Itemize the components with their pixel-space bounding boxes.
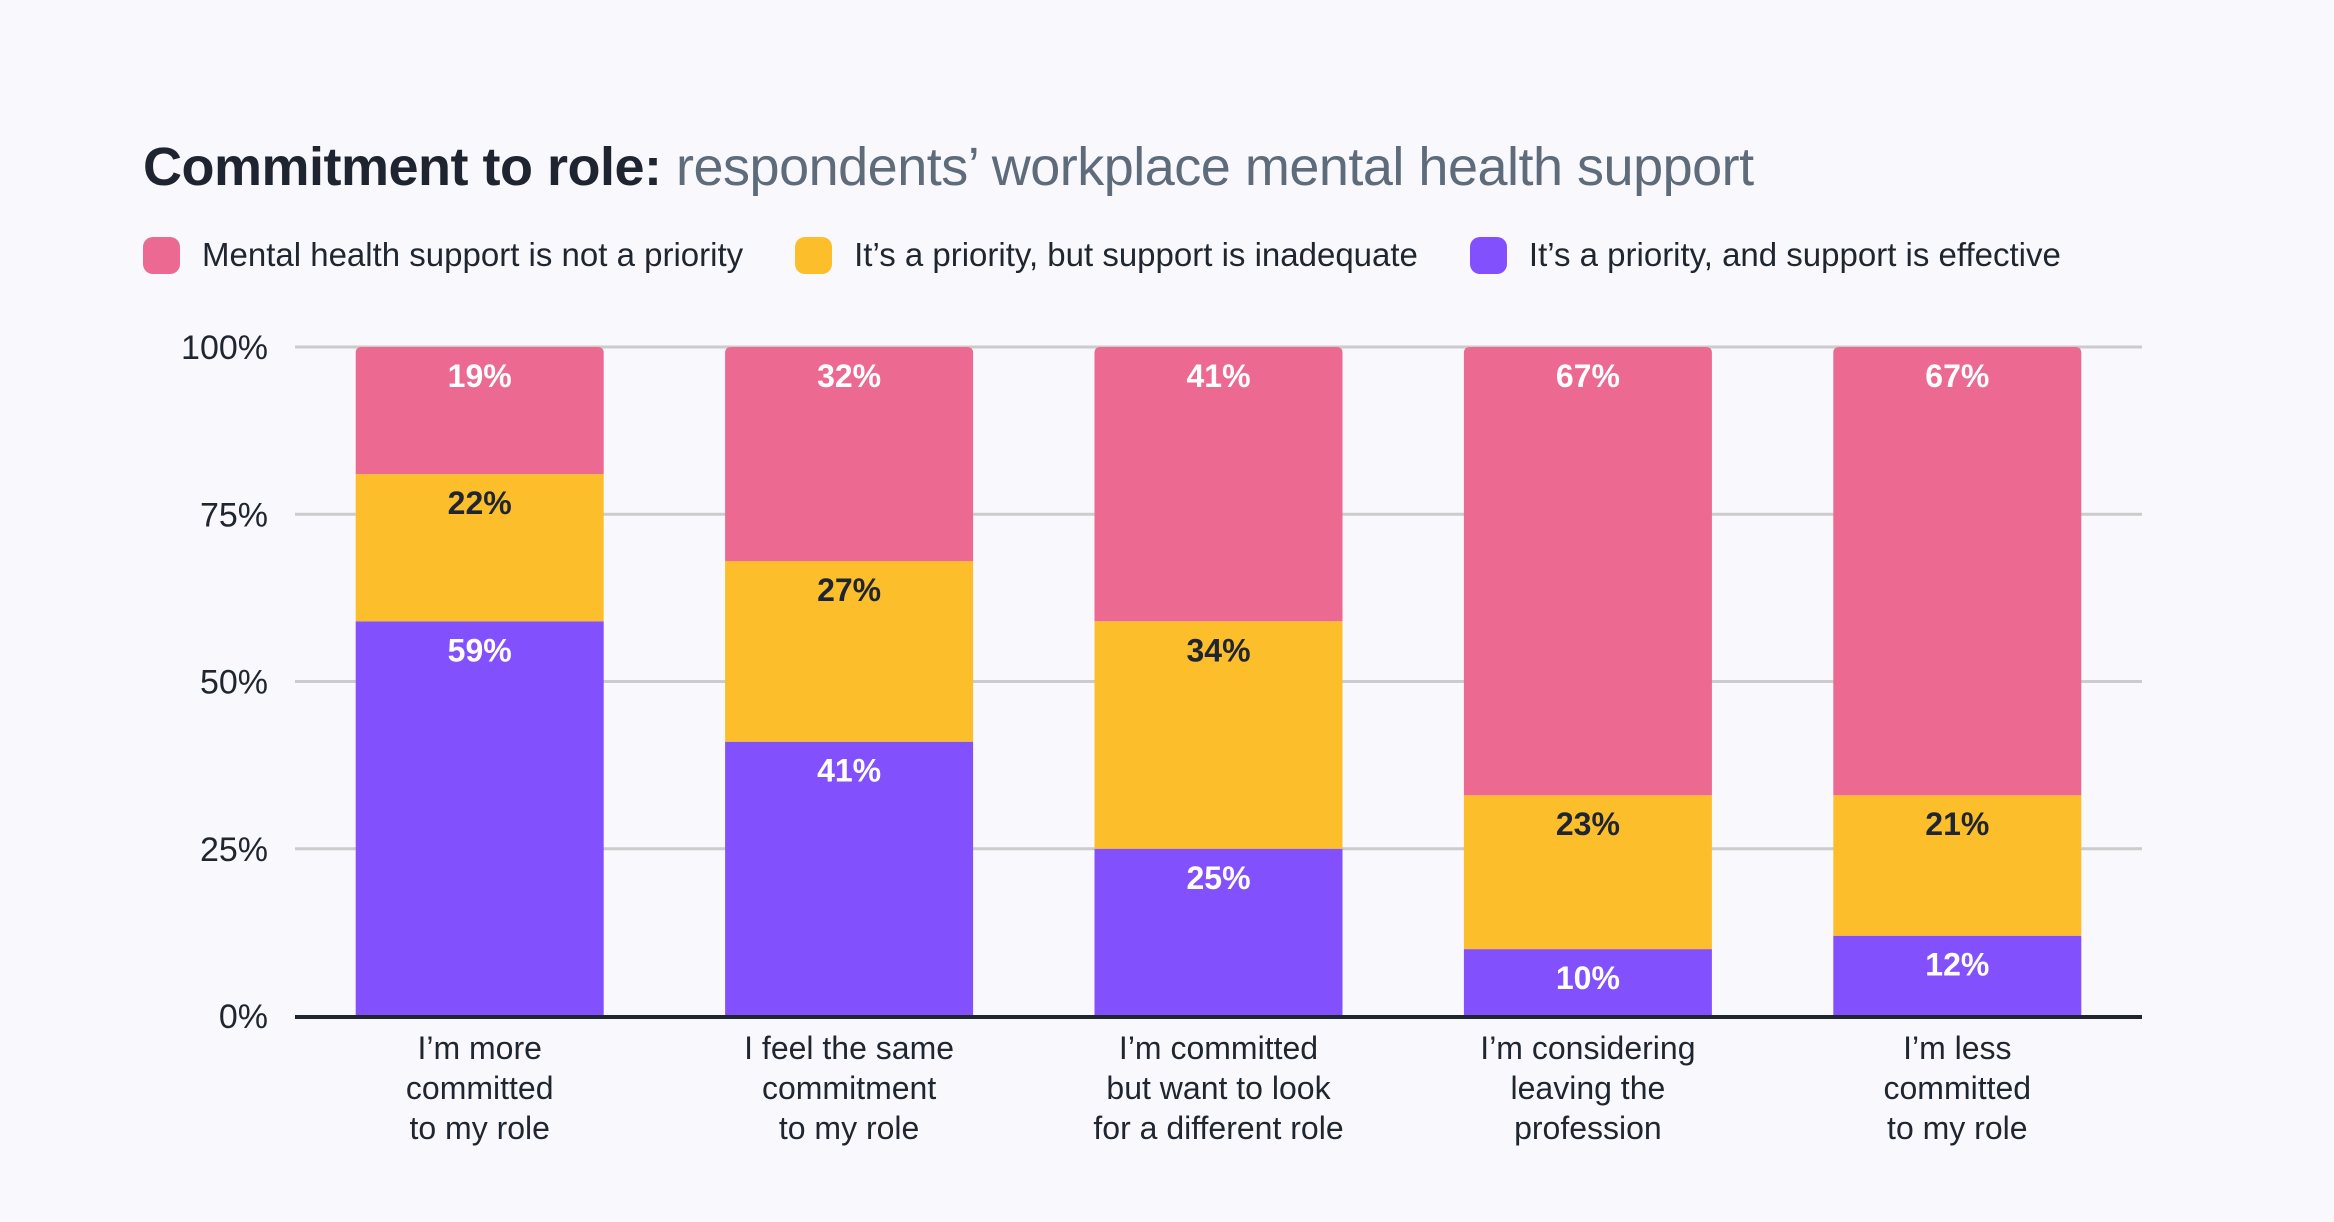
x-category-label: committed [1884,1070,2032,1106]
y-tick-label: 25% [200,831,268,869]
data-label: 32% [817,358,881,394]
x-category-label: but want to look [1106,1070,1331,1106]
bar-segment [725,561,974,742]
bar-segment [1833,935,2082,1016]
chart-title: Commitment to role: respondents’ workpla… [143,132,1754,202]
data-label: 23% [1556,806,1620,842]
x-category-label: to my role [409,1110,549,1146]
bar-segment [725,347,974,562]
x-category-label: to my role [1887,1110,2027,1146]
data-label: 19% [448,358,512,394]
x-category-label: for a different role [1093,1110,1343,1146]
y-tick-label: 100% [181,329,268,367]
bar-segment [1463,949,1712,1016]
data-labels: 59% 22% 19% 41% 27% 32% 25% 34% 41% 10% 23% 67% 12% 2… [448,358,1990,996]
chart-title-bold: Commitment to role: [143,137,662,197]
legend-label-not-priority: Mental health support is not a priority [202,236,744,273]
legend-item-inadequate: It’s a priority, but support is inadequa… [795,236,1418,274]
x-category-label: I’m committed [1119,1030,1318,1066]
x-category-label: profession [1514,1110,1662,1146]
bar-segment [1463,795,1712,950]
bar-segment [725,741,974,1016]
x-category-label: committed [406,1070,554,1106]
x-category-label: leaving the [1511,1070,1666,1106]
bar-segment [355,621,604,1016]
x-category-label: I feel the same [744,1030,954,1066]
bar-segment [1833,795,2082,936]
x-category-label: commitment [762,1070,936,1106]
x-axis-categories: I’m more committed to my role I feel the sa… [406,1030,2031,1146]
chart-title-subtitle: respondents’ workplace mental health sup… [661,137,1754,197]
legend-label-effective: It’s a priority, and support is effectiv… [1528,236,2061,273]
bar-segment [355,347,604,475]
data-label: 34% [1186,632,1250,668]
data-label: 67% [1925,358,1989,394]
x-category-label: I’m less [1903,1030,2011,1066]
legend-label-inadequate: It’s a priority, but support is inadequa… [854,236,1418,273]
bars [355,347,2082,1016]
y-tick-label: 75% [200,496,268,534]
bar-segment [1094,848,1343,1016]
data-label: 41% [1186,358,1250,394]
bar-segment [1094,621,1343,849]
x-category-label: to my role [779,1110,919,1146]
legend-swatch-effective [1469,236,1507,274]
data-label: 10% [1556,960,1620,996]
x-category-label: I’m considering [1480,1030,1695,1066]
data-label: 27% [817,572,881,608]
bar-segment [1833,347,2082,796]
legend-item-effective: It’s a priority, and support is effectiv… [1469,236,2061,274]
legend: Mental health support is not a priority … [143,236,2113,274]
legend-swatch-inadequate [795,236,833,274]
data-label: 59% [448,632,512,668]
data-label: 12% [1925,947,1989,983]
y-tick-label: 50% [200,664,268,702]
y-axis-ticks: 0% 25% 50% 75% 100% [181,329,268,1036]
bar-segment [355,474,604,622]
data-label: 67% [1556,358,1620,394]
data-label: 21% [1925,806,1989,842]
legend-item-not-priority: Mental health support is not a priority [143,236,743,274]
x-category-label: I’m more [417,1030,541,1066]
legend-swatch-not-priority [143,236,180,274]
bar-segment [1463,347,1712,796]
data-label: 41% [817,753,881,789]
data-label: 22% [448,485,512,521]
data-label: 25% [1186,860,1250,896]
bar-segment [1094,347,1343,622]
y-tick-label: 0% [219,998,268,1036]
